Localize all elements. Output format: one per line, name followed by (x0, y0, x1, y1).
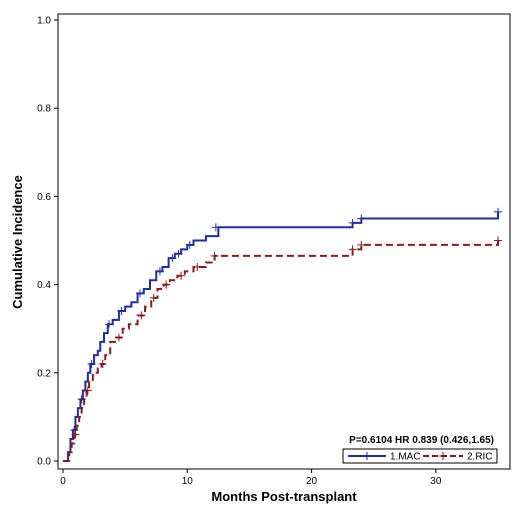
x-axis-title: Months Post-transplant (211, 489, 357, 504)
plot-frame (57, 13, 511, 470)
series-group-1 (63, 236, 502, 462)
legend-items: 1.MAC 2.RIC (348, 452, 493, 463)
legend: 1.MAC 2.RIC (342, 448, 498, 464)
y-tick-label: 0.0 (37, 457, 51, 468)
x-tick-label: 20 (306, 476, 318, 487)
y-tick-label: 0.4 (37, 280, 51, 291)
series-layer (63, 207, 502, 462)
y-axis-title: Cumulative Incidence (10, 175, 25, 309)
series-group-0 (63, 207, 502, 462)
legend-box (342, 448, 498, 464)
x-tick-label: 30 (430, 476, 442, 487)
x-tick-label: 0 (60, 476, 66, 487)
stat-annotation: P=0.6104 HR 0.839 (0.426,1.65) (349, 435, 494, 446)
y-tick-label: 0.6 (37, 192, 51, 203)
legend-label: 2.RIC (467, 452, 493, 463)
x-tick-label: 10 (182, 476, 194, 487)
series-line (63, 240, 499, 462)
axes-layer: 0.0 0.2 0.4 0.6 0.8 1.0 0 10 20 30 (37, 16, 442, 488)
y-tick-label: 0.2 (37, 368, 51, 379)
y-tick-label: 1.0 (37, 16, 51, 27)
y-tick-label: 0.8 (37, 104, 51, 115)
legend-label: 1.MAC (390, 452, 421, 463)
